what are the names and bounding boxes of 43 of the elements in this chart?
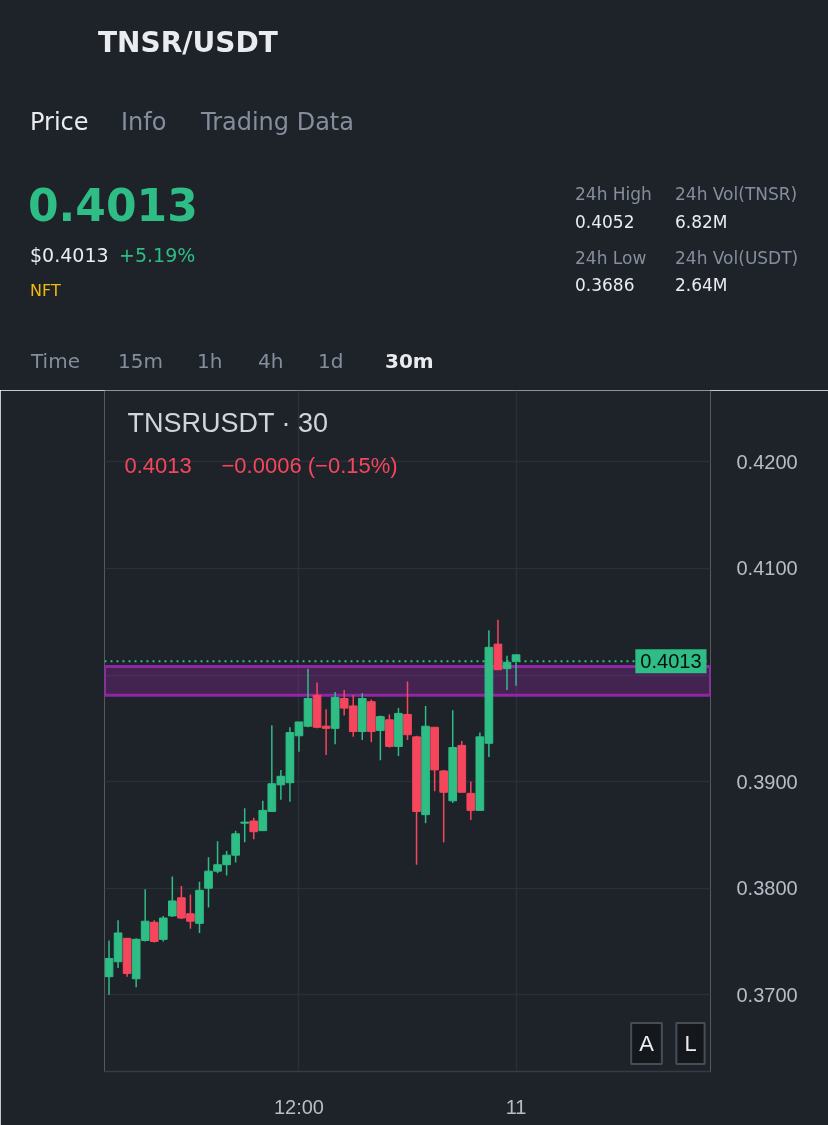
text: Time <box>31 349 80 373</box>
text: 24h Vol(USDT) <box>675 247 799 269</box>
text: 0.4013 <box>28 179 198 233</box>
y-tick-label: 0.4100 <box>736 557 798 580</box>
candlestick <box>403 680 412 741</box>
text: 0.4052 <box>575 211 635 233</box>
candlestick <box>240 807 250 844</box>
text: +5.19% <box>119 243 196 267</box>
text: NFT <box>30 281 61 301</box>
candlestick <box>167 875 177 918</box>
text: 30m <box>385 349 434 373</box>
annotation: 0.4013 <box>124 453 192 478</box>
y-tick-label: 0.3800 <box>736 877 798 900</box>
text: 2.64M <box>675 274 728 296</box>
annotation: L <box>684 1031 697 1056</box>
candlestick <box>158 915 168 943</box>
text: Info <box>121 107 167 137</box>
y-tick-label: 0.3900 <box>736 770 798 793</box>
text: Price <box>30 107 89 137</box>
chart-title: TNSR/USDT <box>98 26 278 60</box>
text: Trading Data <box>201 107 354 137</box>
y-tick-label: 0.3700 <box>736 983 798 1006</box>
candlestick <box>466 780 476 821</box>
annotation: A <box>639 1031 655 1056</box>
x-tick-label: 11 <box>505 1095 527 1118</box>
text: $0.4013 <box>30 243 109 267</box>
text: 4h <box>258 349 284 373</box>
y-tick-label: 0.4200 <box>736 450 798 473</box>
x-tick-label: 12:00 <box>273 1095 324 1118</box>
text: 15m <box>118 349 163 373</box>
text: TNSRUSDT · 30 <box>127 407 329 438</box>
candlestick <box>376 714 385 762</box>
ref-line-label: 0.4013 <box>640 650 702 673</box>
text: 24h High <box>575 183 652 205</box>
candlestick <box>149 919 159 944</box>
text: 24h Vol(TNSR) <box>675 183 798 205</box>
text: 0.3686 <box>575 274 635 296</box>
candlestick <box>249 817 259 840</box>
annotation: −0.0006 (−0.15%) <box>221 453 398 478</box>
text: 1d <box>318 349 344 373</box>
text: 24h Low <box>575 247 647 269</box>
text: 1h <box>197 349 223 373</box>
text: 6.82M <box>675 211 728 233</box>
